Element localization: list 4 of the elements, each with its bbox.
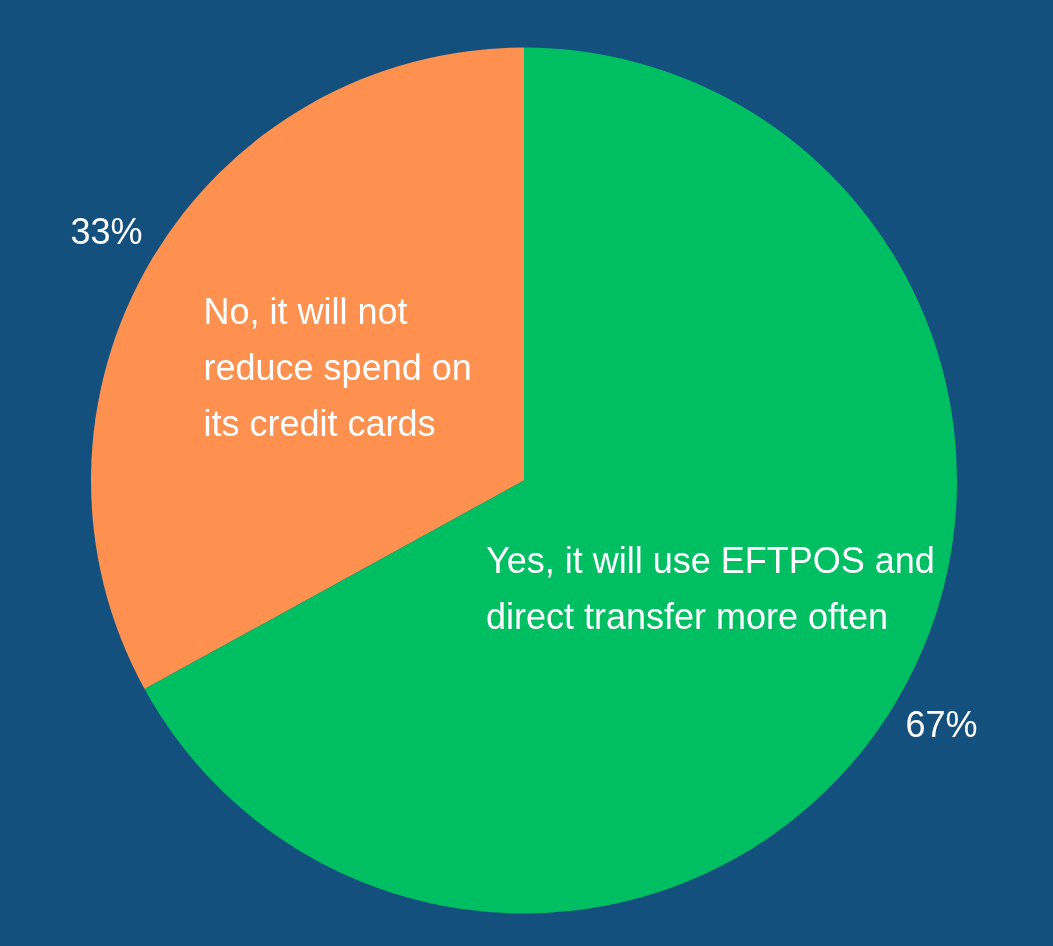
data-label: 67%: [905, 704, 978, 746]
slice-label: No, it will not reduce spend on its credit cards: [203, 291, 472, 445]
data-label: 33%: [70, 210, 143, 252]
slice-label: Yes, it will use EFTPOS and direct transfer more often: [485, 539, 935, 637]
